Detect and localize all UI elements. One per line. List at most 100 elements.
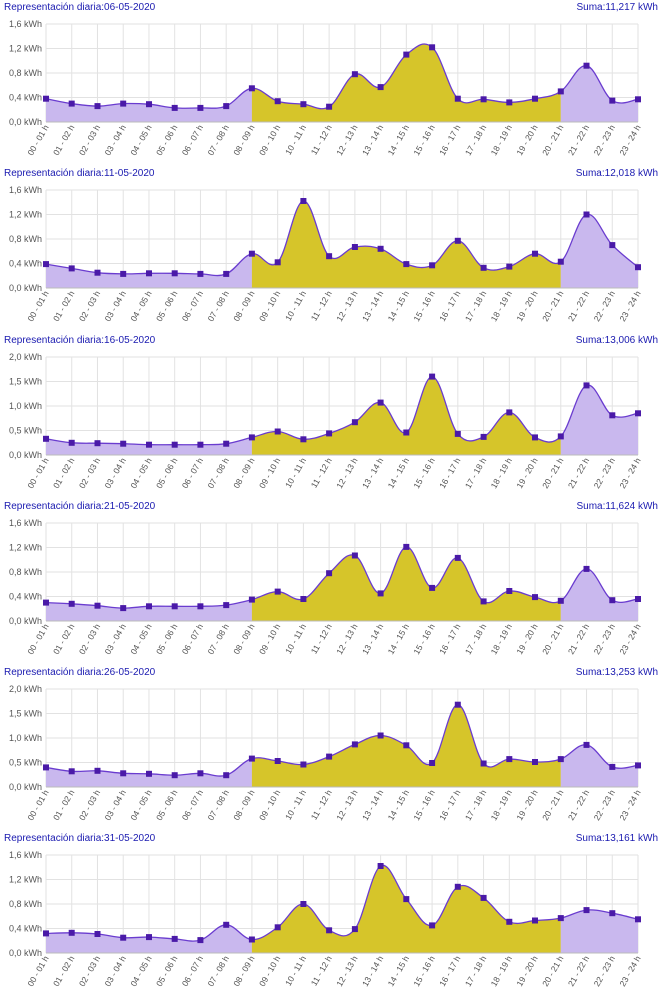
data-point[interactable] <box>43 435 49 442</box>
data-point[interactable] <box>583 62 590 69</box>
data-point[interactable] <box>300 101 307 108</box>
data-point[interactable] <box>480 433 487 440</box>
data-point[interactable] <box>300 761 307 768</box>
data-point[interactable] <box>274 98 281 105</box>
data-point[interactable] <box>248 755 255 762</box>
data-point[interactable] <box>223 772 230 779</box>
data-point[interactable] <box>43 764 49 771</box>
data-point[interactable] <box>377 590 384 597</box>
data-point[interactable] <box>506 588 513 594</box>
data-point[interactable] <box>120 605 127 612</box>
data-point[interactable] <box>197 441 204 448</box>
data-point[interactable] <box>635 762 641 769</box>
data-point[interactable] <box>351 926 358 933</box>
data-point[interactable] <box>171 441 178 448</box>
data-point[interactable] <box>351 244 358 250</box>
data-point[interactable] <box>609 763 616 770</box>
data-point[interactable] <box>480 760 487 767</box>
data-point[interactable] <box>43 930 49 937</box>
data-point[interactable] <box>480 264 487 271</box>
data-point[interactable] <box>454 554 461 561</box>
data-point[interactable] <box>146 270 152 277</box>
data-point[interactable] <box>532 759 538 765</box>
data-point[interactable] <box>377 245 384 252</box>
data-point[interactable] <box>326 927 333 934</box>
data-point[interactable] <box>171 772 178 779</box>
data-point[interactable] <box>248 596 255 603</box>
data-point[interactable] <box>94 767 101 774</box>
data-point[interactable] <box>274 588 281 595</box>
data-point[interactable] <box>120 440 127 447</box>
data-point[interactable] <box>506 99 513 106</box>
data-point[interactable] <box>480 96 487 103</box>
data-point[interactable] <box>403 429 410 436</box>
data-point[interactable] <box>429 584 436 591</box>
data-point[interactable] <box>326 570 333 577</box>
data-point[interactable] <box>583 907 590 914</box>
data-point[interactable] <box>351 71 358 78</box>
data-point[interactable] <box>223 602 230 609</box>
data-point[interactable] <box>429 262 436 269</box>
data-point[interactable] <box>43 599 49 606</box>
data-point[interactable] <box>197 270 204 277</box>
data-point[interactable] <box>223 921 230 928</box>
data-point[interactable] <box>403 742 410 749</box>
data-point[interactable] <box>506 756 513 763</box>
data-point[interactable] <box>43 95 49 102</box>
data-point[interactable] <box>171 104 178 111</box>
data-point[interactable] <box>274 428 281 435</box>
data-point[interactable] <box>532 250 538 257</box>
data-point[interactable] <box>635 410 641 417</box>
data-point[interactable] <box>197 770 204 777</box>
data-point[interactable] <box>532 917 538 924</box>
data-point[interactable] <box>557 433 564 440</box>
data-point[interactable] <box>300 901 307 907</box>
data-point[interactable] <box>68 439 75 446</box>
data-point[interactable] <box>609 97 616 104</box>
data-point[interactable] <box>351 552 358 559</box>
data-point[interactable] <box>171 270 178 277</box>
data-point[interactable] <box>43 261 49 268</box>
data-point[interactable] <box>120 770 127 777</box>
data-point[interactable] <box>557 915 564 922</box>
data-point[interactable] <box>171 603 178 610</box>
data-point[interactable] <box>583 382 590 389</box>
data-point[interactable] <box>557 756 564 763</box>
data-point[interactable] <box>557 597 564 604</box>
data-point[interactable] <box>377 399 384 406</box>
data-point[interactable] <box>403 896 410 903</box>
data-point[interactable] <box>223 103 230 110</box>
data-point[interactable] <box>248 936 255 943</box>
data-point[interactable] <box>146 603 152 610</box>
data-point[interactable] <box>429 44 436 51</box>
data-point[interactable] <box>532 594 538 601</box>
data-point[interactable] <box>635 96 641 103</box>
data-point[interactable] <box>274 259 281 266</box>
data-point[interactable] <box>609 910 616 917</box>
data-point[interactable] <box>583 211 590 218</box>
data-point[interactable] <box>120 934 127 941</box>
data-point[interactable] <box>454 430 461 437</box>
data-point[interactable] <box>454 95 461 102</box>
data-point[interactable] <box>120 100 127 107</box>
data-point[interactable] <box>635 916 641 923</box>
data-point[interactable] <box>248 250 255 257</box>
data-point[interactable] <box>197 603 204 610</box>
data-point[interactable] <box>532 434 538 441</box>
data-point[interactable] <box>197 104 204 111</box>
data-point[interactable] <box>274 758 281 764</box>
data-point[interactable] <box>326 753 333 760</box>
data-point[interactable] <box>377 84 384 91</box>
data-point[interactable] <box>223 270 230 277</box>
data-point[interactable] <box>351 741 358 748</box>
data-point[interactable] <box>480 598 487 605</box>
data-point[interactable] <box>94 103 101 110</box>
data-point[interactable] <box>557 258 564 265</box>
data-point[interactable] <box>429 760 436 766</box>
data-point[interactable] <box>120 270 127 277</box>
data-point[interactable] <box>68 265 75 272</box>
data-point[interactable] <box>68 768 75 775</box>
data-point[interactable] <box>403 261 410 268</box>
data-point[interactable] <box>583 565 590 572</box>
data-point[interactable] <box>146 770 152 777</box>
